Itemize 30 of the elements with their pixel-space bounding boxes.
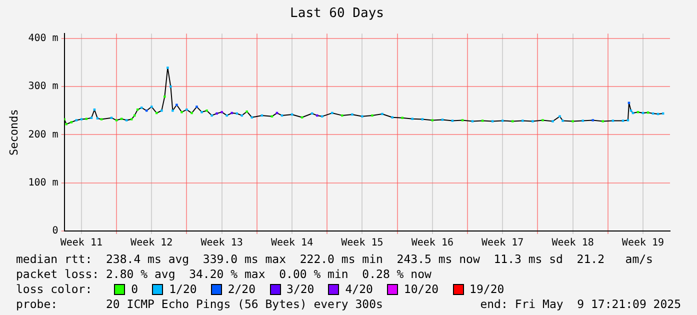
- legend-label: 10/20: [404, 282, 439, 297]
- x-tick-label: Week 13: [200, 238, 243, 249]
- legend-label: 3/20: [286, 282, 314, 297]
- legend-label: 4/20: [345, 282, 373, 297]
- point: [250, 116, 254, 119]
- y-tick-label: 300 m: [28, 81, 58, 92]
- y-tick-label: 400 m: [28, 33, 58, 44]
- x-tick-label: Week 14: [270, 238, 314, 249]
- x-tick-label: Week 11: [60, 238, 103, 249]
- y-tick-label: 100 m: [28, 177, 58, 188]
- x-tick-label: Week 19: [622, 238, 664, 249]
- chart-title: Last 60 Days: [290, 6, 384, 22]
- legend-label: 19/20: [470, 282, 504, 297]
- legend-label: 2/20: [228, 282, 256, 297]
- y-axis-title: Seconds: [7, 109, 20, 156]
- point: [300, 116, 304, 119]
- legend-label: 1/20: [169, 282, 197, 297]
- x-tick-label: Week 15: [341, 238, 384, 249]
- x-tick-label: Week 17: [482, 238, 524, 249]
- legend-title: loss color:: [16, 282, 92, 297]
- y-tick-label: 0: [52, 226, 58, 237]
- text: end: Fri May 9 17:21:09 2025: [480, 297, 681, 312]
- legend-label: 0: [131, 282, 138, 297]
- text: median rtt: 238.4 ms avg 339.0 ms max 222.0 ms min 243.5 ms now 11.3 ms sd 21.2 am/s: [16, 252, 653, 267]
- text: packet loss: 2.80 % avg 34.20 % max 0.00 % min 0.28 % now: [16, 267, 432, 282]
- x-tick-label: Week 16: [411, 238, 454, 249]
- x-tick-label: Week 18: [552, 238, 594, 249]
- x-tick-label: Week 12: [130, 238, 173, 249]
- text: probe: 20 ICMP Echo Pings (56 Bytes) every 300s: [16, 297, 383, 312]
- y-tick-label: 200 m: [28, 129, 58, 140]
